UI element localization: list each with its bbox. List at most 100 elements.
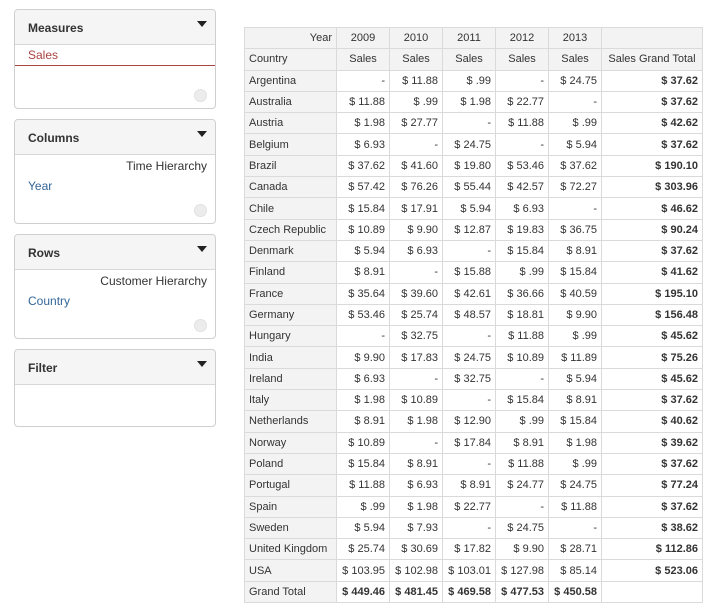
table-row: France $ 35.64 $ 39.60 $ 42.61 $ 36.66 $ 40.5… [244,282,703,305]
chevron-down-icon[interactable] [197,21,207,27]
table-cell: $ 6.93 [336,367,390,391]
year-header[interactable]: 2013 [548,26,602,50]
measure-item-sales[interactable]: Sales [15,45,215,66]
pivot-table: Year 2009 2010 2011 2012 2013 Country Sa… [244,26,703,604]
country-row-header[interactable]: Spain [244,495,337,518]
country-row-header[interactable]: Germany [244,303,337,327]
row-grand-total-cell: $ 42.62 [601,112,703,135]
table-cell: $ 10.89 [389,389,443,412]
table-cell: $ 42.57 [495,176,549,199]
table-cell: $ 9.90 [495,538,549,561]
columns-drop-zone[interactable]: Time Hierarchy Year [15,155,215,223]
columns-panel-header[interactable]: Columns [15,120,215,155]
table-cell: $ 25.74 [389,303,443,327]
country-row-header[interactable]: Australia [244,90,337,114]
table-row: Norway $ 10.89- $ 17.84 $ 8.91 $ 1.98 $ 39.62 [244,431,703,454]
year-header[interactable]: 2012 [495,26,549,50]
table-cell: - [442,516,496,540]
rows-drop-zone[interactable]: Customer Hierarchy Country [15,270,215,338]
row-grand-total-cell: $ 523.06 [601,559,703,582]
country-row-header[interactable]: USA [244,559,337,582]
table-cell: $ 15.84 [495,389,549,412]
filter-panel-header[interactable]: Filter [15,350,215,385]
country-row-header[interactable]: France [244,282,337,305]
table-cell: $ 35.64 [336,282,390,305]
country-row-header[interactable]: Hungary [244,325,337,348]
columns-title: Columns [28,131,80,145]
table-cell: $ 11.88 [495,452,549,476]
filter-panel: Filter [14,349,216,427]
table-cell: $ 28.71 [548,538,602,561]
rows-panel: Rows Customer Hierarchy Country [14,234,216,339]
year-header[interactable]: 2010 [389,26,443,50]
filter-drop-zone[interactable] [15,385,215,426]
country-row-header[interactable]: Denmark [244,239,337,263]
measures-panel-header[interactable]: Measures [15,10,215,45]
country-row-header[interactable]: Ireland [244,367,337,391]
overall-grand-total-cell [601,580,703,604]
country-row-header[interactable]: Portugal [244,474,337,497]
country-row-header[interactable]: United Kingdom [244,538,337,561]
table-cell: - [336,325,390,348]
table-cell: $ 5.94 [442,197,496,220]
country-row-header[interactable]: Belgium [244,133,337,156]
year-header[interactable]: 2011 [442,26,496,50]
table-cell: $ 55.44 [442,176,496,199]
country-row-header[interactable]: Norway [244,431,337,454]
table-cell: $ 5.94 [336,239,390,263]
table-cell: - [442,112,496,135]
table-cell: $ 32.75 [442,367,496,391]
country-row-header[interactable]: Netherlands [244,410,337,433]
table-cell: $ 10.89 [336,431,390,454]
table-cell: $ 12.87 [442,218,496,241]
table-row: Brazil $ 37.62 $ 41.60 $ 19.80 $ 53.46 $ 37.6… [244,154,703,178]
row-grand-total-cell: $ 37.62 [601,452,703,476]
table-cell: $ 15.84 [548,410,602,433]
measure-header: Sales [495,48,549,71]
table-cell: $ 37.62 [336,154,390,178]
chevron-down-icon[interactable] [197,246,207,252]
country-row-header[interactable]: Italy [244,389,337,412]
row-grand-total-cell: $ 77.24 [601,474,703,497]
chevron-down-icon[interactable] [197,361,207,367]
table-cell: $ 24.77 [495,474,549,497]
rows-panel-header[interactable]: Rows [15,235,215,270]
country-row-header[interactable]: Poland [244,452,337,476]
table-cell: - [389,367,443,391]
table-row: USA $ 103.95 $ 102.98 $ 103.01 $ 127.98 $ 85.… [244,559,703,582]
table-cell: $ 19.83 [495,218,549,241]
table-cell: $ 39.60 [389,282,443,305]
table-cell: $ 6.93 [336,133,390,156]
table-cell: $ 8.91 [336,410,390,433]
country-row-header[interactable]: India [244,346,337,369]
table-cell: $ 1.98 [389,495,443,518]
measure-header: Sales [389,48,443,71]
country-row-header[interactable]: Sweden [244,516,337,540]
year-header[interactable]: 2009 [336,26,390,50]
table-row: Poland $ 15.84 $ 8.91- $ 11.88 $ .99 $ 37.62 [244,452,703,476]
table-cell: $ .99 [548,452,602,476]
country-row-header[interactable]: Chile [244,197,337,220]
country-row-header[interactable]: Finland [244,261,337,284]
country-row-header[interactable]: Brazil [244,154,337,178]
table-cell: $ 15.84 [336,197,390,220]
measure-header-row: Country Sales Sales Sales Sales Sales Sa… [244,48,703,71]
country-row-header[interactable]: Argentina [244,69,337,92]
table-row: Chile $ 15.84 $ 17.91 $ 5.94 $ 6.93- $ 46.62 [244,197,703,220]
measure-header: Sales [442,48,496,71]
rows-level-country[interactable]: Country [28,294,71,308]
country-row-header[interactable]: Austria [244,112,337,135]
measures-drop-zone[interactable]: Sales [15,45,215,108]
table-cell: $ 11.88 [389,69,443,92]
table-cell: - [442,389,496,412]
column-grand-total-cell: $ 469.58 [442,580,496,604]
row-grand-total-cell: $ 37.62 [601,389,703,412]
table-cell: $ 17.83 [389,346,443,369]
columns-level-year[interactable]: Year [28,179,53,193]
table-row: Hungary - $ 32.75- $ 11.88 $ .99 $ 45.62 [244,325,703,348]
country-row-header[interactable]: Canada [244,176,337,199]
row-grand-total-cell: $ 38.62 [601,516,703,540]
country-row-header[interactable]: Czech Republic [244,218,337,241]
table-cell: - [389,133,443,156]
chevron-down-icon[interactable] [197,131,207,137]
